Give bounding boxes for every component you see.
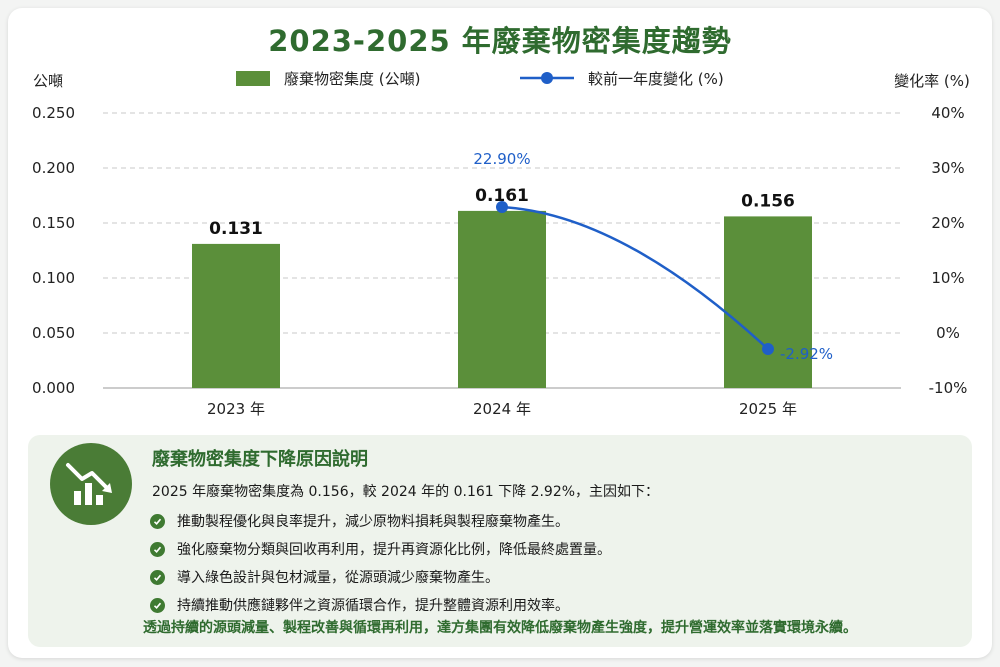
check-icon — [150, 597, 165, 613]
y-left-tick-label: 0.150 — [32, 214, 75, 232]
reason-list: 推動製程優化與良率提升，減少原物料損耗與製程廢棄物產生。 強化廢棄物分類與回收再… — [150, 507, 611, 619]
chart-down-icon — [50, 443, 132, 525]
x-tick-label: 2023 年 — [207, 400, 265, 418]
y-right-tick-label: -10% — [929, 379, 968, 397]
reason-item: 推動製程優化與良率提升，減少原物料損耗與製程廢棄物產生。 — [150, 507, 611, 535]
y-right-tick-label: 20% — [931, 214, 964, 232]
check-icon — [150, 513, 165, 529]
x-tick-label: 2024 年 — [473, 400, 531, 418]
bar — [724, 216, 812, 388]
bar — [192, 243, 280, 388]
y-left-tick-label: 0.100 — [32, 269, 75, 287]
chart-title: 2023-2025 年廢棄物密集度趨勢 — [268, 24, 732, 58]
check-icon — [150, 569, 165, 585]
y-left-tick-label: 0.050 — [32, 324, 75, 342]
reason-item: 持續推動供應鏈夥伴之資源循環合作，提升整體資源利用效率。 — [150, 591, 611, 619]
reason-text: 持續推動供應鏈夥伴之資源循環合作，提升整體資源利用效率。 — [177, 598, 569, 614]
reason-item: 強化廢棄物分類與回收再利用，提升再資源化比例，降低最終處置量。 — [150, 535, 611, 563]
panel-title: 廢棄物密集度下降原因說明 — [152, 449, 368, 470]
line-value-label: 22.90% — [473, 150, 530, 168]
y-right-tick-label: 40% — [931, 104, 964, 122]
reason-text: 強化廢棄物分類與回收再利用，提升再資源化比例，降低最終處置量。 — [177, 542, 611, 558]
x-tick-label: 2025 年 — [739, 400, 797, 418]
y-left-tick-label: 0.000 — [32, 379, 75, 397]
line-point — [496, 201, 508, 214]
bar-value-label: 0.156 — [741, 191, 795, 211]
y-left-axis-title: 公噸 — [33, 72, 63, 90]
line-value-label: -2.92% — [780, 345, 833, 363]
panel-lead-text: 2025 年廢棄物密集度為 0.156，較 2024 年的 0.161 下降 2… — [152, 484, 660, 500]
reason-text: 推動製程優化與良率提升，減少原物料損耗與製程廢棄物產生。 — [177, 514, 569, 530]
bar-value-label: 0.161 — [475, 186, 529, 206]
change-line — [501, 205, 769, 350]
explanation-panel: 廢棄物密集度下降原因說明 2025 年廢棄物密集度為 0.156，較 2024 … — [28, 435, 972, 647]
y-left-tick-label: 0.200 — [32, 159, 75, 177]
y-right-tick-label: 30% — [931, 159, 964, 177]
y-right-tick-label: 0% — [936, 324, 960, 342]
check-icon — [150, 541, 165, 557]
y-left-tick-label: 0.250 — [32, 104, 75, 122]
line-point — [762, 343, 774, 356]
reason-text: 導入綠色設計與包材減量，從源頭減少廢棄物產生。 — [177, 570, 499, 586]
legend-line-marker — [541, 72, 553, 84]
legend-line-label: 較前一年度變化 (%) — [588, 70, 724, 88]
panel-footer: 透過持續的源頭減量、製程改善與循環再利用，達方集團有效降低廢棄物產生強度，提升營… — [143, 620, 857, 636]
y-right-tick-label: 10% — [931, 269, 964, 287]
legend-bar-swatch — [236, 71, 270, 86]
combo-chart: 0.000 -10% 0.050 0% 0.100 10% 0.150 20% 0.200 30%… — [32, 70, 970, 418]
bar-value-label: 0.131 — [209, 219, 263, 239]
legend-bar-label: 廢棄物密集度 (公噸) — [284, 70, 420, 88]
y-right-axis-title: 變化率 (%) — [894, 72, 970, 90]
bar — [458, 210, 546, 388]
reason-item: 導入綠色設計與包材減量，從源頭減少廢棄物產生。 — [150, 563, 611, 591]
